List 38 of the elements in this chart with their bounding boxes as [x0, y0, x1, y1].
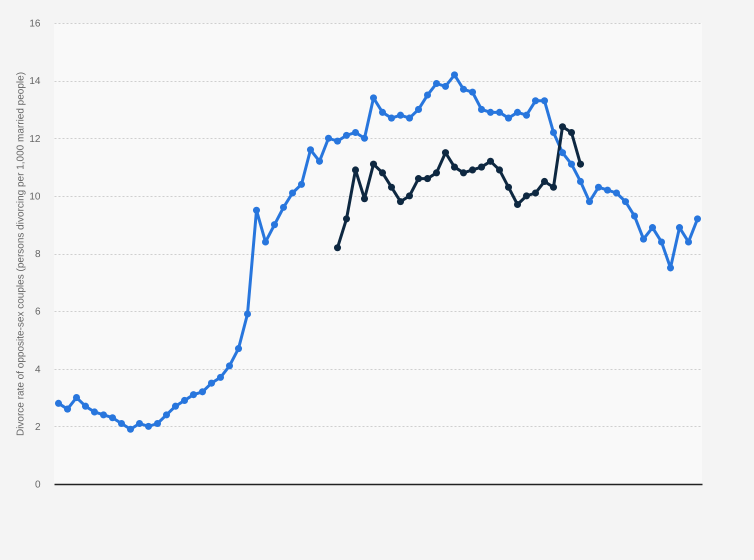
y-tick-label: 12	[29, 134, 41, 145]
y-tick-label: 8	[34, 249, 41, 260]
point	[388, 184, 396, 191]
y-tick-label: 10	[29, 191, 41, 202]
point	[460, 169, 468, 176]
point	[406, 192, 414, 200]
point	[478, 164, 486, 171]
point	[414, 175, 422, 182]
point	[514, 200, 522, 208]
point	[334, 244, 342, 252]
point	[468, 166, 476, 174]
point	[486, 158, 494, 165]
y-tick-label: 16	[29, 18, 41, 30]
point	[370, 160, 378, 168]
y-tick-label: 2	[34, 422, 41, 433]
point	[424, 175, 432, 182]
point	[352, 166, 360, 174]
y-tick-label: 14	[29, 76, 41, 88]
y-axis-title: Divorce rate of opposite-sex couples (persons divorcing per 1,000 married people)	[15, 72, 26, 436]
point	[396, 198, 404, 206]
point	[568, 128, 576, 136]
point	[450, 164, 458, 171]
y-tick-label: 0	[34, 480, 41, 490]
point	[504, 184, 512, 191]
point	[496, 166, 504, 174]
y-tick-label: 4	[34, 364, 41, 376]
point	[442, 149, 450, 156]
point	[360, 195, 368, 202]
y-tick-label: 6	[34, 306, 41, 318]
point	[558, 123, 566, 130]
point	[550, 184, 558, 191]
point	[522, 192, 530, 200]
point	[576, 160, 584, 168]
point	[532, 189, 540, 197]
point	[540, 178, 548, 185]
point	[378, 169, 386, 176]
point	[432, 169, 440, 176]
point	[342, 215, 350, 222]
